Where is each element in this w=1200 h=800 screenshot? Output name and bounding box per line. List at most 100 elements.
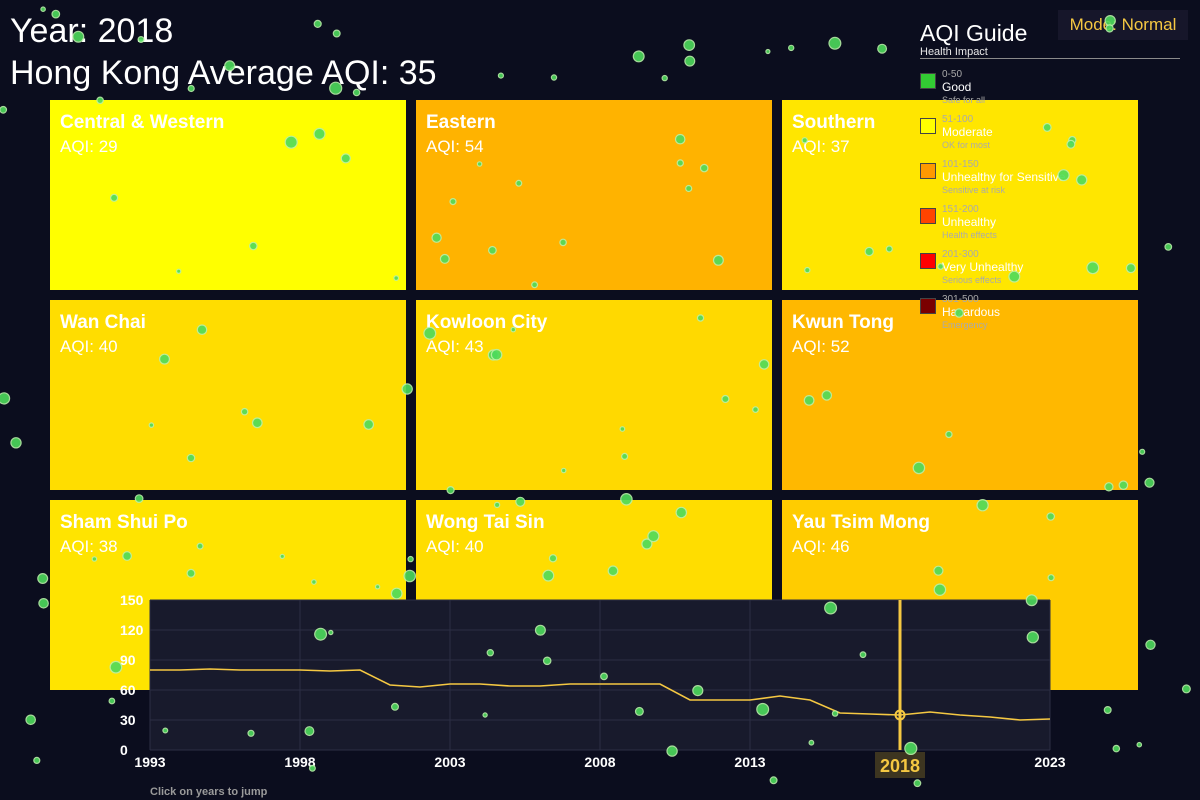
district-aqi: AQI: 29 [60, 137, 118, 156]
district-card[interactable]: Central & Western AQI: 29 [50, 100, 406, 290]
legend-range: 51-100 [942, 114, 974, 125]
district-name: Yau Tsim Mong [792, 512, 930, 533]
x-tick-label[interactable]: 1998 [284, 754, 315, 770]
district-aqi: AQI: 37 [792, 137, 850, 156]
data-point[interactable] [384, 679, 396, 691]
legend-item: 51-100 Moderate OK for most [920, 114, 1182, 159]
data-point[interactable] [654, 678, 666, 690]
average-aqi-title: Hong Kong Average AQI: 35 [10, 54, 437, 92]
data-point[interactable] [744, 694, 756, 706]
data-point[interactable] [174, 664, 186, 676]
data-point[interactable] [954, 709, 966, 721]
data-point[interactable] [1044, 713, 1056, 725]
legend-description: Safe for all [942, 95, 986, 105]
legend-label: Hazardous [942, 305, 1001, 319]
district-card[interactable]: Southern AQI: 37 [782, 100, 1138, 290]
legend-range: 151-200 [942, 204, 979, 215]
district-aqi: AQI: 40 [60, 337, 118, 356]
legend-description: Health effects [942, 230, 997, 240]
header: Year: 2018 Hong Kong Average AQI: 35 [10, 10, 437, 94]
data-point[interactable] [504, 680, 516, 692]
x-tick-label[interactable]: 2013 [734, 754, 765, 770]
legend-label: Good [942, 80, 972, 94]
data-point[interactable] [684, 694, 696, 706]
data-point[interactable] [534, 680, 546, 692]
legend-swatch [920, 118, 936, 134]
district-name: Southern [792, 112, 876, 133]
legend-range: 101-150 [942, 159, 979, 170]
data-point[interactable] [864, 708, 876, 720]
legend-label: Unhealthy for Sensitive [942, 170, 1066, 184]
district-name: Kowloon City [426, 312, 548, 333]
district-aqi: AQI: 52 [792, 337, 850, 356]
selected-data-point[interactable] [894, 709, 906, 721]
legend-range: 201-300 [942, 249, 979, 260]
data-point[interactable] [564, 678, 576, 690]
data-point[interactable] [774, 690, 786, 702]
x-tick-label[interactable]: 2003 [434, 754, 465, 770]
data-point[interactable] [1014, 714, 1026, 726]
data-point[interactable] [624, 678, 636, 690]
district-aqi: AQI: 54 [426, 137, 484, 156]
data-point[interactable] [324, 665, 336, 677]
y-tick-label: 90 [120, 652, 136, 668]
data-point[interactable] [924, 706, 936, 718]
aqi-legend: AQI Guide Health Impact 0-50 Good Safe for… [920, 20, 1182, 330]
district-name: Sham Shui Po [60, 512, 188, 533]
district-aqi: AQI: 46 [792, 537, 850, 556]
district-name: Wan Chai [60, 312, 146, 333]
selected-year-label[interactable]: 2018 [880, 756, 920, 776]
legend-description: Emergency [942, 320, 988, 330]
data-point[interactable] [714, 694, 726, 706]
timeline-hint: Click on years to jump [150, 786, 268, 798]
data-point[interactable] [444, 678, 456, 690]
legend-label: Very Unhealthy [942, 260, 1024, 274]
legend-item: 151-200 Unhealthy Health effects [920, 204, 1182, 249]
data-point[interactable] [984, 711, 996, 723]
y-tick-label: 30 [120, 712, 136, 728]
legend-range: 301-500 [942, 294, 979, 305]
data-point[interactable] [144, 664, 156, 676]
legend-range: 0-50 [942, 69, 963, 80]
legend-description: OK for most [942, 140, 991, 150]
district-card[interactable]: Eastern AQI: 54 [416, 100, 772, 290]
legend-swatch [920, 208, 936, 224]
mode-toggle-button[interactable]: Mode: Normal [1058, 10, 1188, 40]
legend-description: Serious effects [942, 275, 1002, 285]
legend-divider [920, 58, 1180, 59]
data-point[interactable] [804, 694, 816, 706]
district-name: Wong Tai Sin [426, 512, 545, 533]
district-name: Central & Western [60, 112, 225, 133]
legend-description: Sensitive at risk [942, 185, 1006, 195]
data-point[interactable] [414, 681, 426, 693]
y-tick-label: 120 [120, 622, 144, 638]
legend-item: 101-150 Unhealthy for Sensitive Sensitive … [920, 159, 1182, 204]
x-tick-label[interactable]: 1993 [134, 754, 165, 770]
data-point[interactable] [834, 707, 846, 719]
legend-item: 301-500 Hazardous Emergency [920, 294, 1182, 339]
legend-swatch [920, 253, 936, 269]
district-name: Kwun Tong [792, 312, 895, 333]
data-point[interactable] [294, 664, 306, 676]
district-aqi: AQI: 43 [426, 337, 484, 356]
legend-swatch [920, 298, 936, 314]
y-tick-label: 60 [120, 682, 136, 698]
legend-swatch [920, 163, 936, 179]
x-tick-label[interactable]: 2023 [1034, 754, 1065, 770]
data-point[interactable] [354, 664, 366, 676]
legend-label: Unhealthy [942, 215, 997, 229]
district-card[interactable]: Kwun Tong AQI: 52 [782, 300, 1138, 490]
data-point[interactable] [474, 678, 486, 690]
y-tick-label: 0 [120, 742, 128, 758]
data-point[interactable] [264, 664, 276, 676]
data-point[interactable] [234, 664, 246, 676]
selected-year-badge[interactable] [875, 752, 925, 778]
district-card[interactable]: Kowloon City AQI: 43 [416, 300, 772, 490]
data-point[interactable] [594, 678, 606, 690]
data-point[interactable] [204, 663, 216, 675]
x-tick-label[interactable]: 2008 [584, 754, 615, 770]
legend-subtitle: Health Impact [920, 46, 988, 58]
year-title: Year: 2018 [10, 12, 174, 50]
district-card[interactable]: Wan Chai AQI: 40 [50, 300, 406, 490]
